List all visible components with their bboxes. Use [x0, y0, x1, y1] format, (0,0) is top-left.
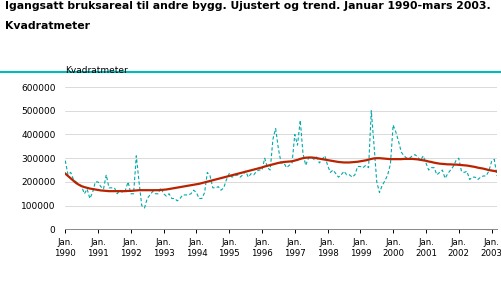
Text: Kvadratmeter: Kvadratmeter — [5, 21, 90, 31]
Text: Kvadratmeter: Kvadratmeter — [65, 66, 128, 75]
Text: Igangsatt bruksareal til andre bygg. Ujustert og trend. Januar 1990-mars 2003.: Igangsatt bruksareal til andre bygg. Uju… — [5, 1, 490, 11]
